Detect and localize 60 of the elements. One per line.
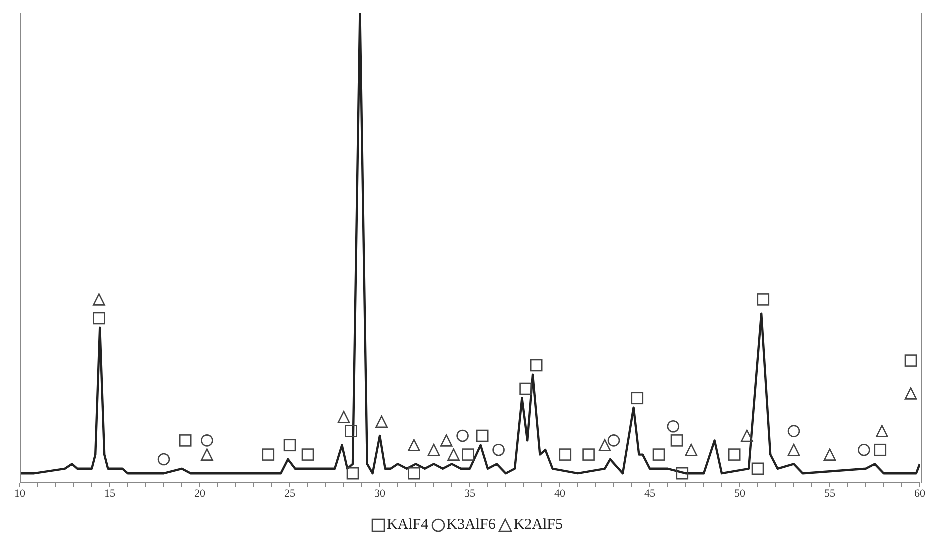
point	[667, 420, 680, 433]
point	[448, 448, 460, 461]
x-tick-label: 30	[374, 488, 386, 500]
x-tick-label: 50	[734, 488, 746, 500]
x-tick-label: 55	[824, 488, 836, 500]
legend-label: KAlF4	[386, 517, 429, 534]
point	[338, 411, 350, 424]
point	[824, 448, 836, 461]
point	[346, 467, 360, 480]
point	[408, 439, 420, 452]
point	[788, 425, 800, 438]
point	[201, 434, 214, 447]
point	[408, 467, 420, 480]
x-tick-label: 15	[104, 488, 116, 500]
point	[428, 444, 440, 456]
x-tick-label: 20	[194, 488, 206, 500]
point	[262, 448, 275, 461]
x-tick-label: 35	[464, 488, 476, 500]
point	[345, 425, 358, 438]
point	[456, 430, 469, 442]
legend-label: K2AlF5	[514, 517, 564, 534]
point	[582, 448, 595, 461]
point	[685, 444, 698, 456]
point	[93, 294, 106, 306]
point	[302, 448, 314, 461]
point	[598, 439, 612, 452]
point	[788, 444, 800, 456]
point	[284, 439, 296, 452]
point	[376, 416, 388, 428]
point	[728, 448, 741, 461]
point	[874, 444, 887, 456]
x-tick-label: 60	[914, 488, 926, 500]
point	[757, 294, 770, 306]
point	[559, 448, 572, 461]
point	[530, 359, 543, 372]
point	[492, 444, 505, 456]
point	[201, 448, 214, 461]
point	[476, 430, 489, 442]
point	[631, 392, 644, 405]
point	[858, 444, 870, 456]
x-tick-label: 40	[554, 488, 566, 500]
point	[440, 434, 453, 447]
point	[676, 467, 689, 480]
point	[904, 388, 918, 400]
point	[93, 312, 106, 325]
point	[652, 448, 666, 461]
x-tick-label: 25	[284, 488, 296, 500]
point	[608, 434, 620, 447]
point	[179, 434, 192, 447]
point	[752, 462, 764, 476]
point	[158, 453, 170, 466]
point	[670, 434, 684, 447]
x-tick-label: 45	[644, 488, 656, 500]
point	[462, 448, 474, 461]
point	[876, 425, 888, 438]
point	[741, 430, 754, 442]
point	[904, 354, 918, 367]
point	[520, 382, 532, 396]
legend-label: K3AlF6	[446, 517, 496, 534]
x-tick-label: 10	[14, 488, 26, 500]
